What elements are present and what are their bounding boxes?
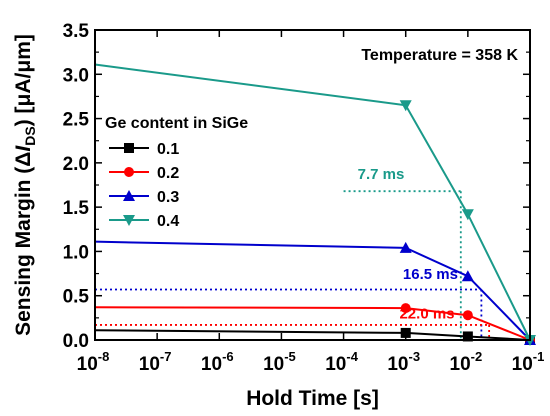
series-line-0.1 (94, 329, 531, 341)
annotation-label: 7.7 ms (358, 166, 405, 183)
axis-frame (94, 29, 531, 341)
y-tick-label: 2.0 (63, 154, 89, 175)
data-point (462, 310, 473, 321)
series-layer (94, 63, 536, 346)
x-tick-label: 10-3 (387, 349, 420, 375)
data-point (461, 270, 474, 282)
data-point (123, 190, 135, 201)
annotation-lines (95, 190, 491, 340)
data-point (400, 327, 411, 338)
annotation-label: 16.5 ms (403, 266, 458, 283)
x-tick-label: 10-7 (139, 349, 172, 375)
plot-area (95, 30, 530, 340)
data-point (123, 215, 135, 226)
x-tick-label: 10-4 (325, 349, 358, 375)
x-tick-label: 10-1 (512, 349, 545, 375)
x-tick-label: 10-2 (450, 349, 483, 375)
data-point (124, 143, 134, 153)
y-tick-label: 0.0 (63, 331, 89, 352)
y-tick-label: 1.5 (63, 198, 90, 219)
data-point (399, 100, 412, 112)
legend-label: 0.1 (157, 141, 179, 158)
y-tick-label: 0.5 (63, 287, 90, 308)
y-tick-label: 2.5 (63, 110, 90, 131)
series-line-0.2 (94, 306, 531, 341)
annotation-label: 22.0 ms (399, 306, 454, 323)
y-tick-label: 3.0 (63, 65, 89, 86)
temperature-annotation: Temperature = 358 K (361, 47, 518, 64)
axes (94, 29, 531, 341)
x-tick-label: 10-8 (77, 349, 110, 375)
legend: Ge content in SiGe 0.1 0.2 0.3 0.4 (105, 115, 248, 230)
x-axis-title: Hold Time [s] (246, 387, 379, 410)
data-point (399, 241, 412, 253)
data-point (124, 167, 134, 177)
legend-label: 0.2 (157, 165, 179, 182)
y-tick-label: 3.5 (63, 21, 90, 42)
y-tick-label: 1.0 (63, 242, 89, 263)
x-tick-label: 10-6 (201, 349, 234, 375)
plot-background (95, 30, 530, 340)
legend-title: Ge content in SiGe (105, 115, 248, 132)
labels: 0.0 0.5 1.0 1.5 2.0 2.5 3.0 3.5 10-8 10-7 10-6 10-5… (12, 21, 544, 410)
data-point (461, 209, 474, 221)
series-line-0.3 (94, 240, 531, 341)
series-line-0.4 (94, 63, 531, 341)
y-axis-title: Sensing Margin (ΔIDS) [μA/μm] (12, 34, 38, 336)
data-point (400, 303, 411, 314)
legend-label: 0.3 (157, 189, 179, 206)
x-tick-label: 10-5 (263, 349, 296, 375)
legend-label: 0.4 (157, 213, 179, 230)
